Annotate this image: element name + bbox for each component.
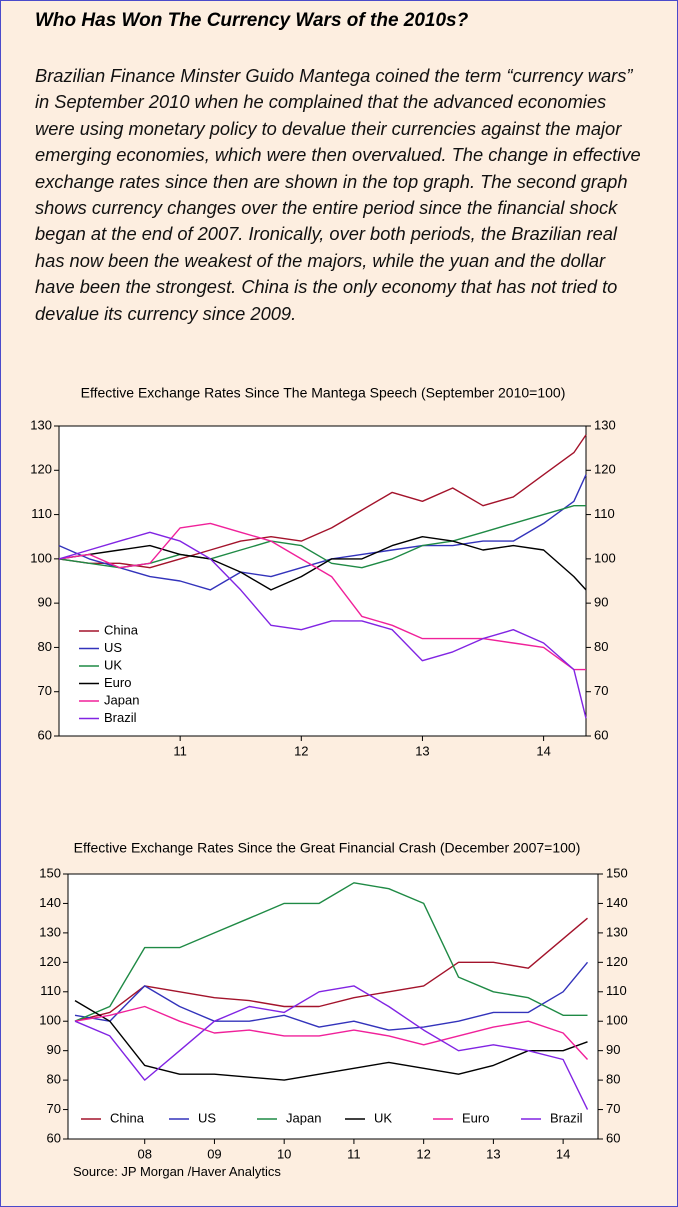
paragraph: Brazilian Finance Minster Guido Mantega …: [35, 65, 641, 324]
legend-label: Brazil: [550, 1110, 583, 1125]
x-tick-label: 09: [207, 1146, 221, 1161]
x-tick-label: 12: [294, 743, 308, 758]
legend-label: Japan: [104, 692, 139, 707]
legend-label: Euro: [104, 675, 131, 690]
y-tick-label: 100: [39, 1013, 61, 1028]
y-tick-label: 110: [40, 983, 61, 998]
y2-tick-label: 60: [606, 1130, 620, 1145]
y-tick-label: 140: [39, 895, 61, 910]
legend-label: Euro: [462, 1110, 489, 1125]
y-tick-label: 60: [38, 727, 52, 742]
x-tick-label: 10: [277, 1146, 291, 1161]
y-tick-label: 80: [38, 639, 52, 654]
plot-area: [67, 873, 599, 1140]
y2-tick-label: 120: [594, 462, 616, 477]
y2-tick-label: 80: [606, 1072, 620, 1087]
y2-tick-label: 110: [594, 506, 615, 521]
series-line: [74, 882, 588, 1022]
x-tick-label: 14: [556, 1146, 570, 1161]
chart-title: Effective Exchange Rates Since The Mante…: [81, 385, 566, 401]
y-tick-label: 100: [30, 550, 52, 565]
y-tick-label: 90: [47, 1042, 61, 1057]
series-line: [74, 1005, 589, 1060]
legend-label: UK: [104, 657, 122, 672]
y2-tick-label: 80: [594, 639, 608, 654]
y-tick-label: 150: [39, 865, 61, 880]
legend-label: China: [104, 622, 139, 637]
y2-tick-label: 60: [594, 727, 608, 742]
legend-label: Brazil: [104, 710, 137, 725]
y2-tick-label: 120: [606, 954, 628, 969]
chart: Effective Exchange Rates Since The Mante…: [30, 385, 616, 759]
x-tick-label: 13: [415, 743, 429, 758]
y2-tick-label: 140: [606, 895, 628, 910]
chart: Effective Exchange Rates Since the Great…: [39, 840, 628, 1162]
legend-label: US: [104, 640, 122, 655]
series-line: [58, 434, 587, 569]
y2-tick-label: 130: [606, 924, 628, 939]
y-tick-label: 120: [30, 462, 52, 477]
series-line: [58, 522, 586, 671]
series-line: [74, 985, 589, 1110]
y2-tick-label: 100: [606, 1013, 628, 1028]
x-tick-label: 14: [536, 743, 550, 758]
y-tick-label: 120: [39, 954, 61, 969]
series-line: [74, 999, 588, 1081]
y2-tick-label: 110: [606, 983, 627, 998]
y-tick-label: 80: [47, 1072, 61, 1087]
y2-tick-label: 100: [594, 550, 616, 565]
legend-label: Japan: [286, 1110, 321, 1125]
chart-title: Effective Exchange Rates Since the Great…: [74, 840, 581, 856]
document-title: Who Has Won The Currency Wars of the 201…: [35, 10, 469, 31]
source-note: Source: JP Morgan /Haver Analytics: [73, 1164, 281, 1179]
plot-area: [58, 425, 587, 737]
x-tick-label: 08: [137, 1146, 151, 1161]
y-tick-label: 130: [39, 924, 61, 939]
y-tick-label: 70: [47, 1101, 61, 1116]
legend-label: US: [198, 1110, 216, 1125]
series-line: [74, 961, 589, 1031]
y2-tick-label: 130: [594, 417, 616, 432]
y-tick-label: 70: [38, 683, 52, 698]
x-tick-label: 11: [347, 1146, 361, 1161]
x-tick-label: 13: [486, 1146, 500, 1161]
x-tick-label: 12: [416, 1146, 430, 1161]
series-line: [74, 917, 588, 1022]
y-tick-label: 110: [31, 506, 52, 521]
y2-tick-label: 150: [606, 865, 628, 880]
x-tick-label: 11: [173, 743, 187, 758]
y-tick-label: 60: [47, 1130, 61, 1145]
y2-tick-label: 70: [606, 1101, 620, 1116]
y2-tick-label: 70: [594, 683, 608, 698]
y-tick-label: 90: [38, 595, 52, 610]
y2-tick-label: 90: [606, 1042, 620, 1057]
series-line: [58, 531, 587, 719]
legend-label: China: [110, 1110, 145, 1125]
series-line: [58, 536, 587, 591]
legend-label: UK: [374, 1110, 392, 1125]
y-tick-label: 130: [30, 417, 52, 432]
y2-tick-label: 90: [594, 595, 608, 610]
